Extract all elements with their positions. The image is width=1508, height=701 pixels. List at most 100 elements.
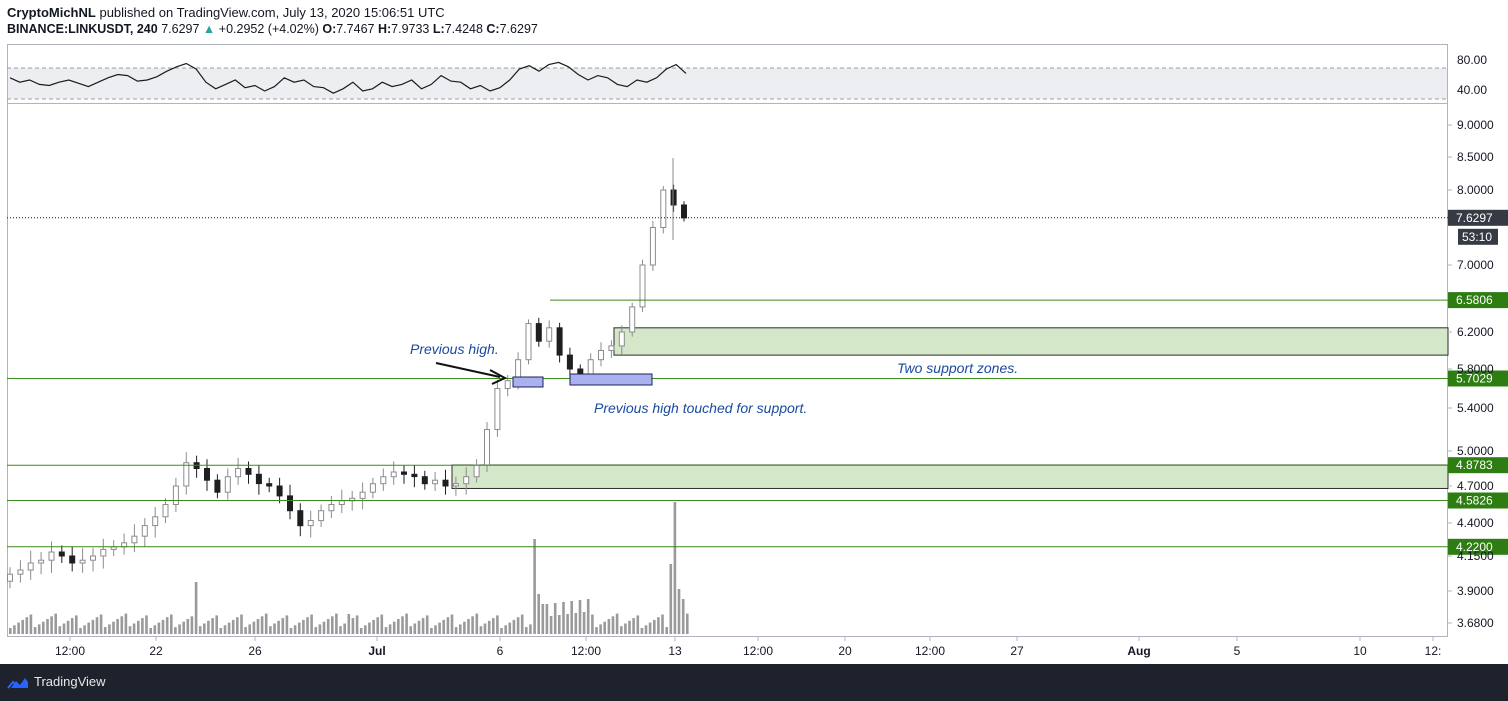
y-tick-label: 4.7000: [1457, 479, 1494, 493]
candle-body: [266, 483, 273, 487]
candle-body: [649, 227, 656, 266]
x-tick-label: 27: [1010, 644, 1024, 658]
volume-bar: [281, 618, 285, 634]
level-badge: [1448, 457, 1508, 474]
x-tick-label: 13: [668, 644, 682, 658]
x-tick-label: Aug: [1127, 644, 1150, 658]
candle-body: [525, 323, 532, 361]
volume-bar: [227, 622, 231, 634]
volume-bar: [37, 624, 41, 634]
candle-body: [17, 569, 24, 575]
volume-bar: [620, 626, 623, 634]
candle-body: [141, 525, 148, 537]
candle-body: [7, 573, 13, 582]
time-axis[interactable]: 12:00 22 26 Jul 6 12:00 13 12:00 20 12:00 27 Aug 5 10…: [55, 637, 1441, 658]
candle-body: [27, 562, 34, 571]
candle-body: [287, 495, 293, 512]
x-tick-label: 26: [248, 644, 262, 658]
volume-bar: [83, 625, 86, 634]
volume-bar: [203, 623, 206, 634]
candle-body: [183, 462, 190, 487]
candle-body: [121, 542, 128, 548]
volume-bar: [376, 617, 379, 634]
support-touch-box: [569, 373, 653, 386]
level-badge-label: 4.8783: [1456, 458, 1493, 472]
volume-bar: [459, 624, 462, 634]
volume-bar: [277, 620, 280, 634]
candle-body: [546, 327, 553, 342]
previous-high-box: [512, 376, 544, 388]
high-label: H:: [377, 22, 392, 36]
volume-bar: [149, 628, 152, 634]
volume-bar: [252, 621, 256, 634]
volume-bar: [582, 612, 586, 634]
volume-bar: [318, 624, 322, 634]
tradingview-logo[interactable]: TradingView: [7, 674, 106, 689]
support-zones: [451, 327, 1449, 489]
candle-body: [442, 479, 449, 487]
volume-bar: [25, 617, 29, 634]
volume-bar: [607, 619, 611, 634]
drawings: [435, 362, 653, 388]
volume-bar: [413, 623, 417, 634]
volume-bar: [153, 625, 157, 634]
x-tick-label: 20: [838, 644, 852, 658]
volume-bar: [66, 620, 70, 634]
level-badge-label: 4.5826: [1456, 494, 1493, 508]
author-name[interactable]: CryptoMichNL: [7, 5, 96, 20]
candle-body: [307, 520, 314, 527]
y-tick-label: 9.0000: [1457, 118, 1494, 132]
volume-bar: [260, 616, 264, 634]
rsi-line: [9, 61, 687, 94]
annotation-previous-high: Previous high.: [410, 341, 499, 357]
volume-bar: [628, 620, 631, 634]
candle-body: [618, 331, 625, 347]
volume-bar: [512, 619, 516, 634]
rsi-tick-label: 40.00: [1457, 83, 1487, 97]
current-price-badge: [1448, 209, 1508, 226]
volume-bar: [640, 628, 644, 634]
volume-bar: [339, 626, 342, 634]
volume-bar: [302, 619, 305, 634]
volume-bar: [335, 613, 338, 634]
candle-body: [255, 473, 262, 485]
volume-bar: [541, 604, 545, 634]
volume-bar: [75, 615, 78, 634]
volume-bar: [186, 619, 190, 634]
candle-body: [38, 559, 45, 564]
open-value: 7.7467: [336, 22, 375, 36]
price-axis[interactable]: 9.0000 8.5000 8.0000 7.0000 6.2000 5.8000 5.40…: [1448, 118, 1494, 630]
volume-bar: [124, 613, 128, 634]
volume-bar: [421, 618, 425, 634]
volume-bar: [95, 617, 99, 634]
candle-body: [432, 479, 439, 485]
horizontal-levels[interactable]: 6.5806 5.7029 4.8783 4.5826 4.2200 7.6297 53:1…: [7, 209, 1508, 555]
volume-bar: [211, 618, 214, 634]
volume-bar: [599, 624, 602, 634]
volume-bar: [611, 616, 615, 634]
y-tick-label: 6.2000: [1457, 325, 1494, 339]
volume-bar: [397, 619, 400, 634]
volume-bar: [661, 614, 664, 634]
price-chart[interactable]: 80.00 40.00 6.5806 5.7029 4.8783 4.5826 4.220…: [0, 0, 1508, 664]
volume-bar: [256, 619, 260, 634]
y-tick-label: 4.1500: [1457, 549, 1494, 563]
rsi-band: [8, 68, 1447, 99]
candle-body: [452, 483, 459, 487]
upper-support-zone: [613, 327, 1449, 356]
candle-body: [390, 471, 397, 478]
volume-bar: [673, 502, 677, 634]
volume-bar: [46, 619, 49, 634]
volume-bar: [537, 594, 540, 634]
y-tick-label: 5.4000: [1457, 401, 1494, 415]
volume-bar: [479, 626, 483, 634]
arrow-head: [489, 369, 508, 385]
volume-bar: [62, 623, 66, 634]
candle-body: [69, 555, 76, 564]
volume-bar: [215, 615, 218, 634]
volume-bar: [132, 623, 136, 634]
volume-bar: [496, 615, 499, 634]
candle-body: [172, 485, 179, 505]
candle-body: [566, 354, 573, 370]
open-label: O:: [322, 22, 337, 36]
